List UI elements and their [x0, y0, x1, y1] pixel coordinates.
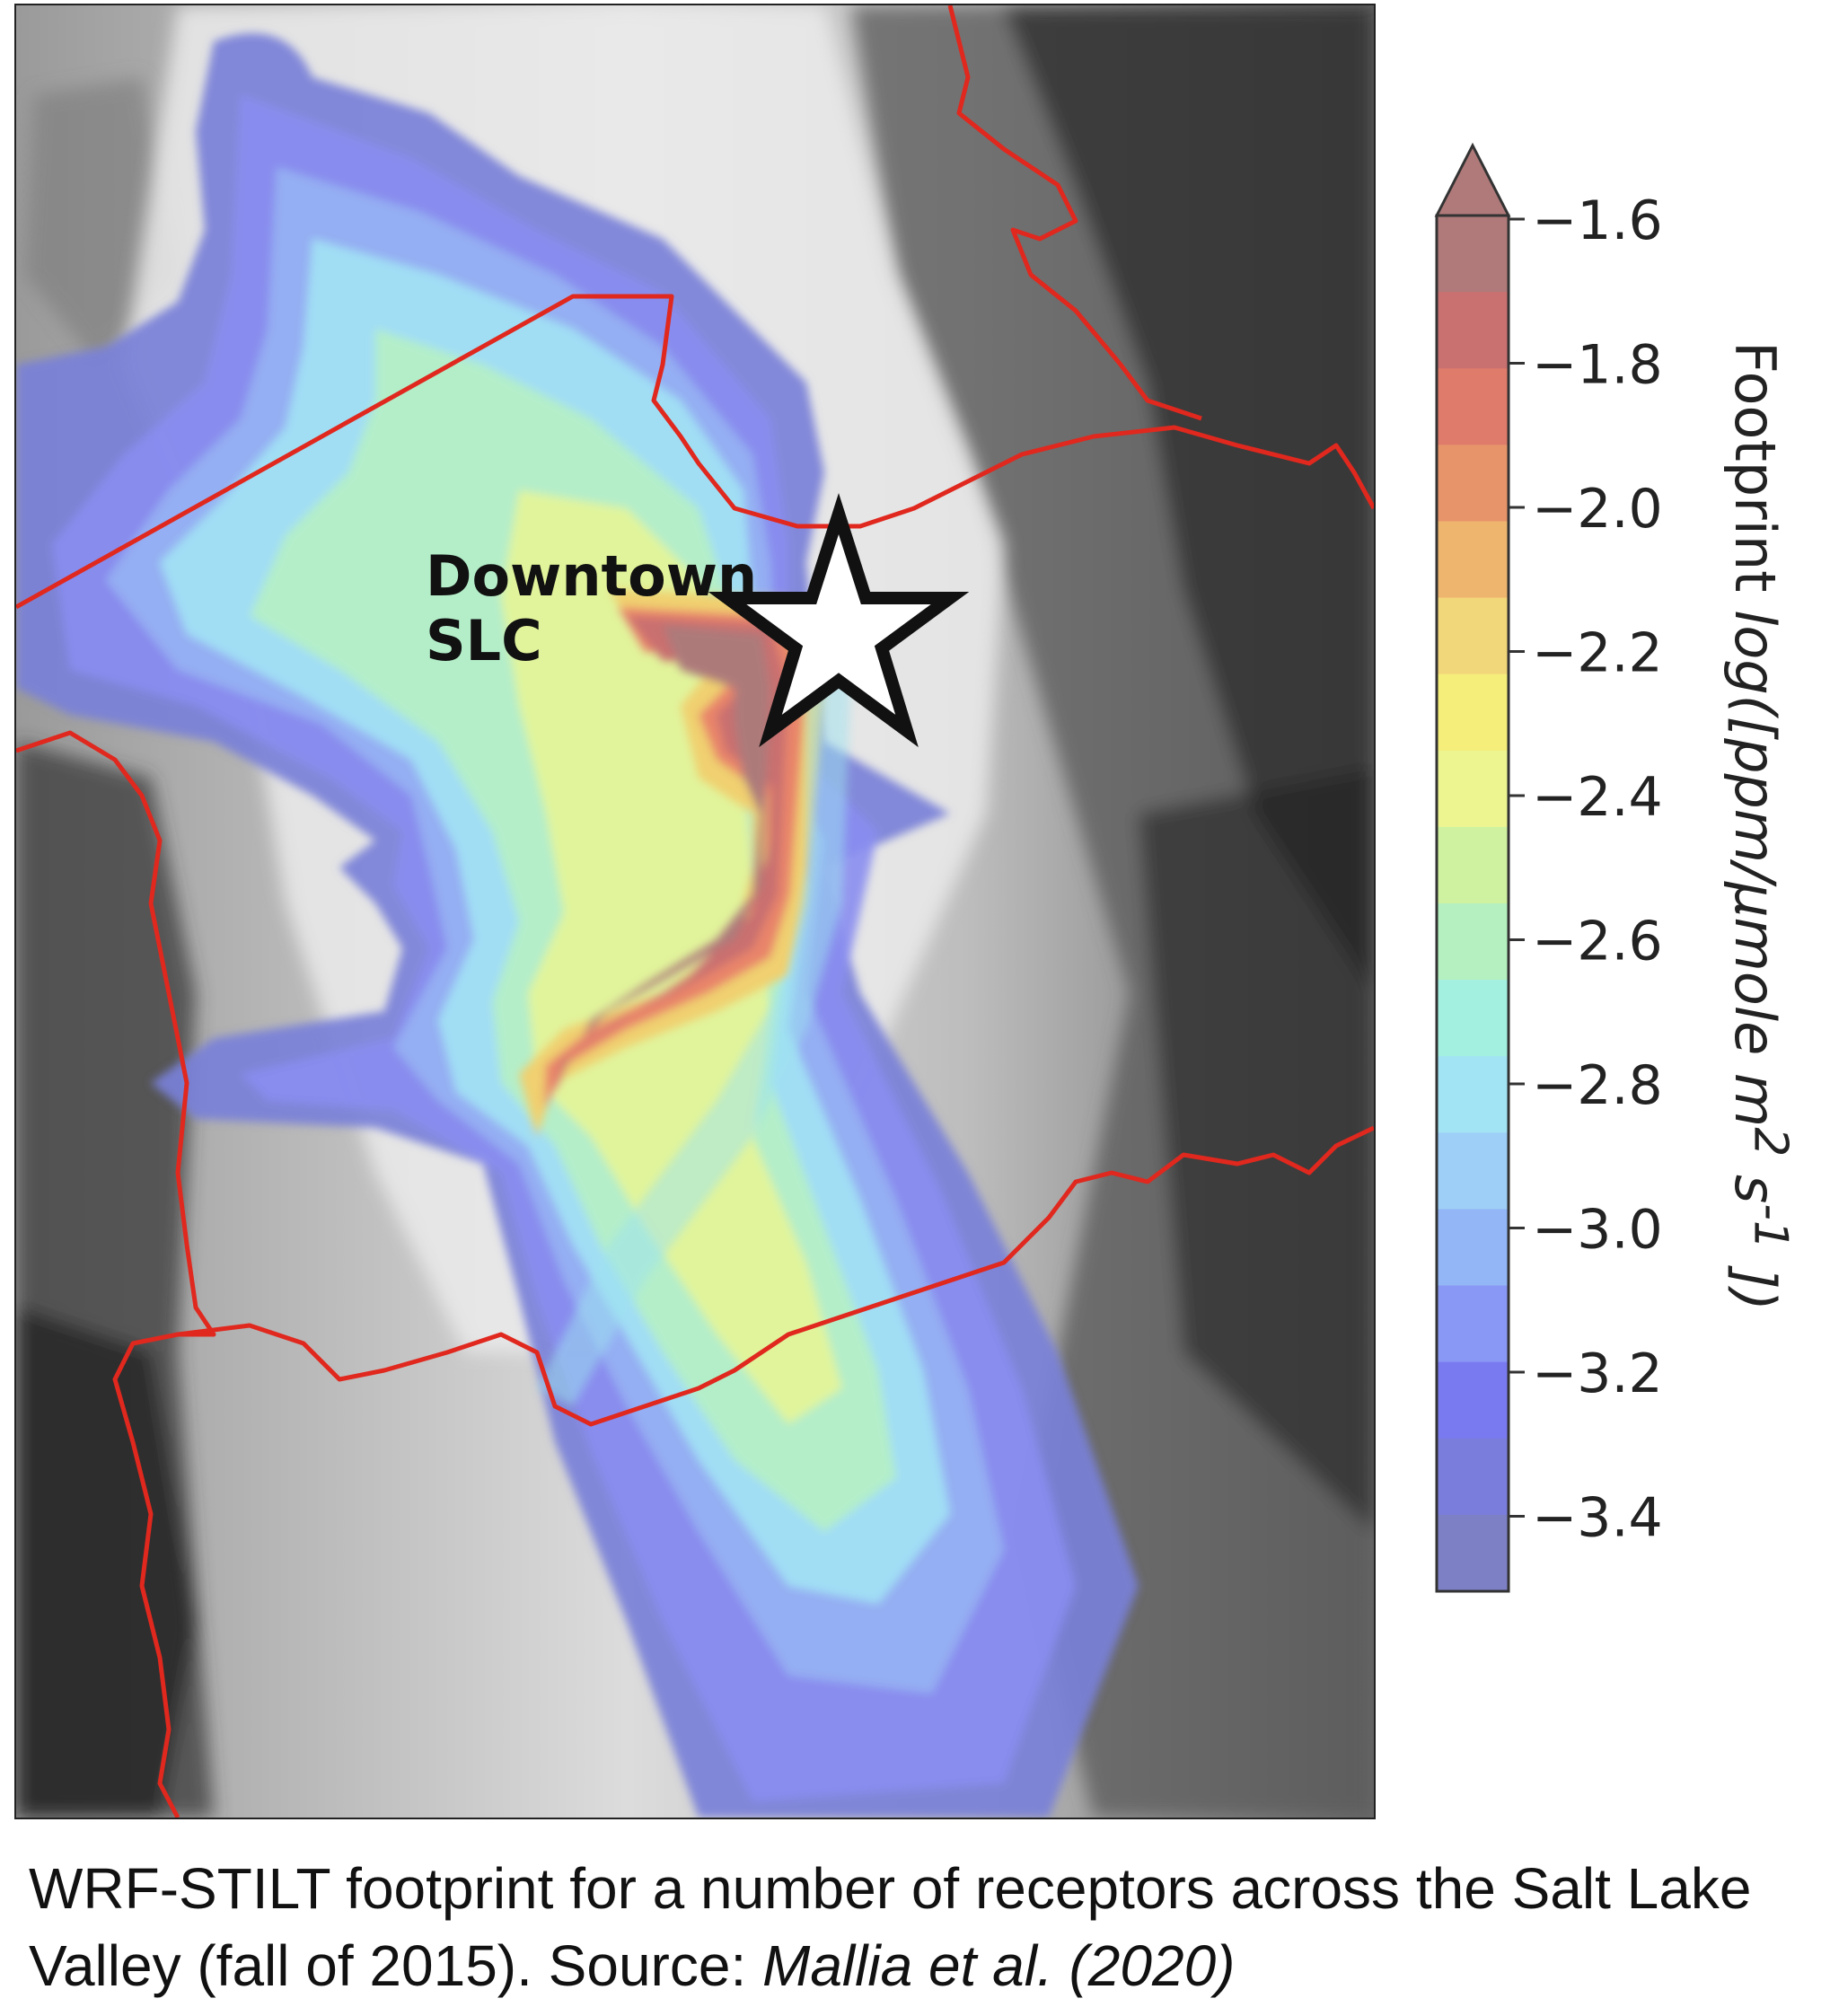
colorbar-levels	[1437, 216, 1509, 1592]
colorbar-tick-label: −1.8	[1532, 334, 1663, 397]
star-icon	[708, 492, 970, 748]
caption-source: Mallia et al. (2020)	[762, 1933, 1236, 1998]
footprint-map	[16, 5, 1374, 1818]
colorbar-title-mid: s	[1722, 1157, 1789, 1204]
contour-level-6	[501, 490, 842, 1424]
colorbar-level	[1437, 521, 1509, 599]
boundary-west	[16, 730, 216, 1818]
colorbar-tick-label: −1.6	[1532, 189, 1663, 252]
colorbar-tick-label: −2.8	[1532, 1054, 1663, 1117]
colorbar-level	[1437, 597, 1509, 675]
colorbar-title-prefix: Footprint	[1722, 341, 1789, 611]
colorbar-level	[1437, 368, 1509, 445]
colorbar-tick-label: −3.2	[1532, 1343, 1663, 1405]
boundary-north	[16, 294, 1374, 610]
footprint-contours	[16, 33, 1139, 1818]
caption-text: WRF-STILT footprint for a number of rece…	[29, 1856, 1752, 1998]
colorbar-extend-arrow	[1434, 142, 1511, 217]
colorbar-level	[1437, 1438, 1509, 1516]
receptor-plume	[537, 670, 851, 1406]
colorbar-tick-label: −2.2	[1532, 622, 1663, 685]
colorbar-level	[1437, 1514, 1509, 1592]
colorbar-level	[1437, 292, 1509, 369]
footprint-hotspot	[519, 589, 824, 1137]
colorbar-level	[1437, 750, 1509, 828]
colorbar: −1.6 −1.8 −2.0 −2.2 −2.4 −2.6 −2.8 −3.0 −3.2 −3.4	[1434, 142, 1663, 1593]
colorbar-level	[1437, 1361, 1509, 1439]
colorbar-level	[1437, 216, 1509, 293]
colorbar-title-italic: log([ppm/μmole m	[1722, 610, 1789, 1128]
colorbar-level	[1437, 980, 1509, 1057]
colorbar-level	[1437, 445, 1509, 522]
place-label-downtown: Downtown SLC	[426, 544, 757, 673]
place-label-line2: SLC	[426, 608, 542, 673]
mountain-east	[851, 5, 1374, 1818]
colorbar-level	[1437, 1209, 1509, 1287]
colorbar-level	[1437, 903, 1509, 981]
colorbar-level	[1437, 1056, 1509, 1133]
boundary-ne	[947, 5, 1202, 421]
place-label-line1: Downtown	[426, 543, 758, 609]
boundary-south	[177, 1125, 1374, 1427]
colorbar-level	[1437, 826, 1509, 904]
map-panel: Downtown SLC	[14, 4, 1376, 1819]
county-boundaries	[16, 5, 1374, 1818]
colorbar-title-sup1: 2	[1743, 1127, 1798, 1158]
colorbar-tick-label: −3.0	[1532, 1199, 1663, 1262]
colorbar-tick-label: −2.0	[1532, 478, 1663, 541]
colorbar-title-end: ])	[1722, 1249, 1789, 1311]
colorbar-tick-label: −2.4	[1532, 766, 1663, 829]
colorbar-level	[1437, 673, 1509, 752]
mountain-west	[16, 77, 214, 1818]
colorbar-level	[1437, 1285, 1509, 1363]
colorbar-title-sup2: -1	[1743, 1203, 1798, 1250]
colorbar-outline	[1435, 214, 1510, 1593]
colorbar-level	[1437, 1132, 1509, 1210]
colorbar-ticks: −1.6 −1.8 −2.0 −2.2 −2.4 −2.6 −2.8 −3.0 −3.2 −3.4	[1509, 189, 1663, 1550]
colorbar-tick-label: −3.4	[1532, 1487, 1663, 1550]
figure-caption: WRF-STILT footprint for a number of rece…	[29, 1850, 1807, 2004]
colorbar-tick-label: −2.6	[1532, 911, 1663, 973]
